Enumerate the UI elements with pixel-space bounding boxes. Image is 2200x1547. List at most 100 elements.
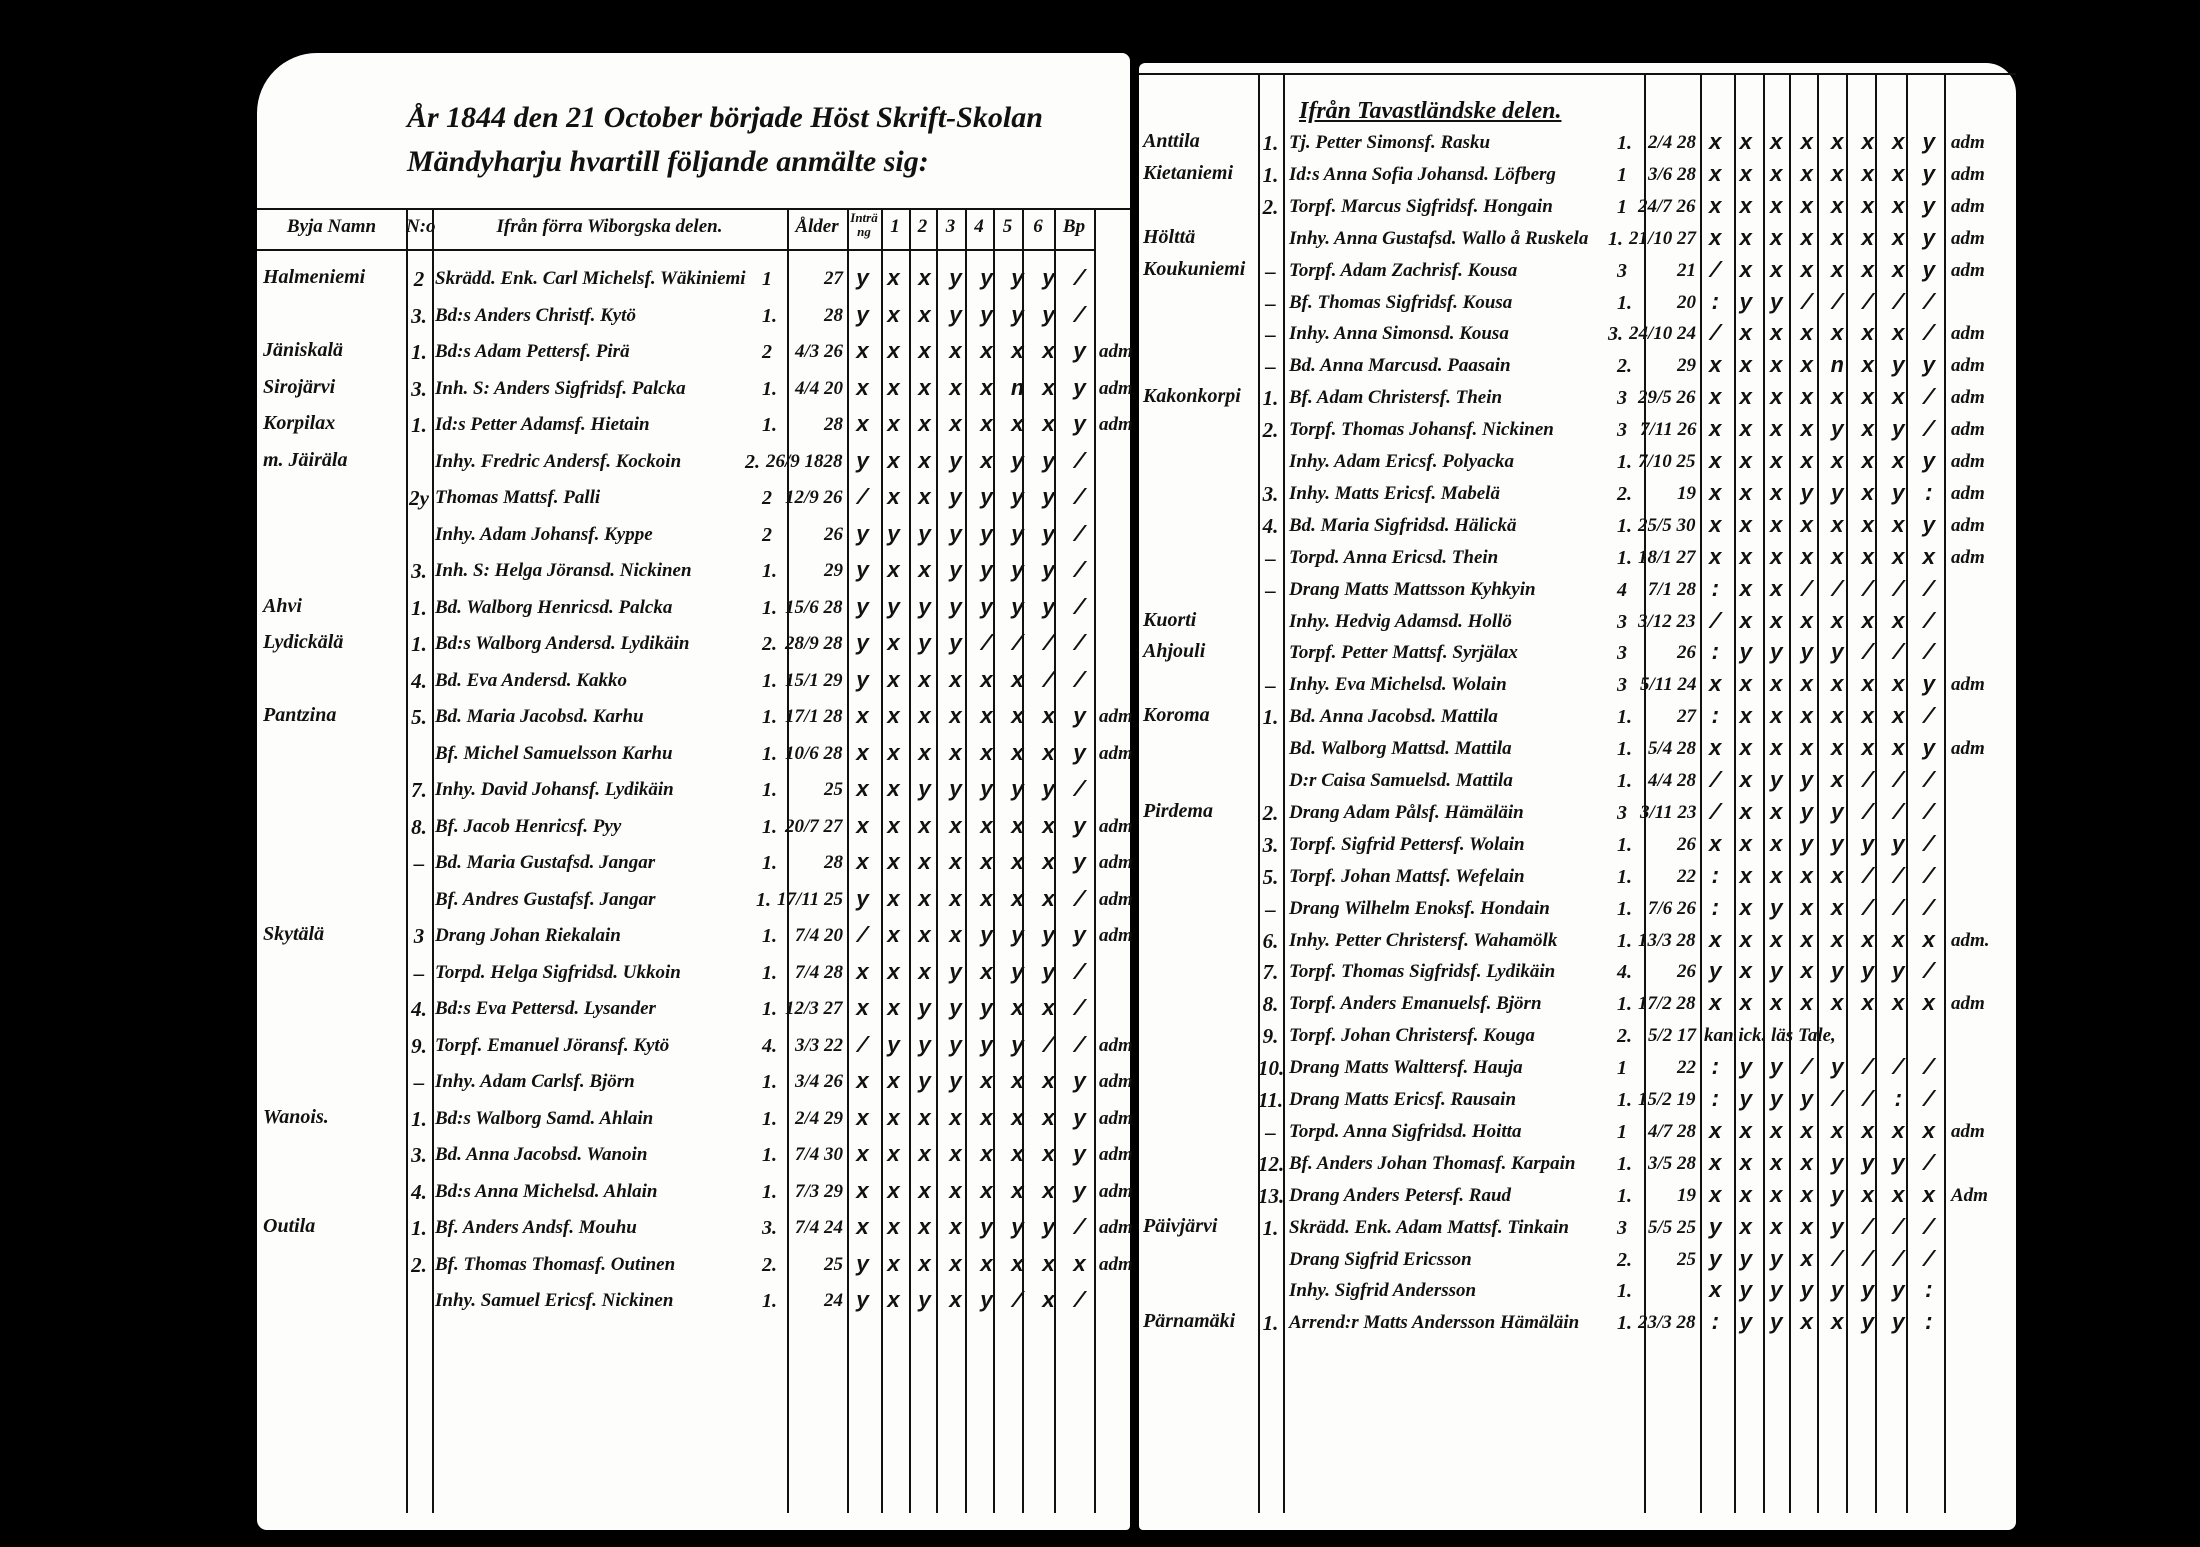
age-value: 2/4 29	[795, 1108, 844, 1129]
entry-number: 1.	[1262, 131, 1279, 155]
remark: adm	[1099, 1071, 1133, 1092]
remark: adm	[1099, 378, 1133, 399]
remark: adm	[1951, 451, 1985, 472]
column-rule	[1846, 73, 1848, 1513]
grade-marks: xxxxxxxy	[1708, 673, 1953, 698]
remark: adm	[1951, 164, 1985, 185]
person-name: Bd. Maria Gustafsd. Jangar	[435, 852, 656, 873]
grade-marks: xxxxxxxy	[855, 815, 1104, 840]
grade-marks: xxxxxxxy	[855, 413, 1104, 438]
count-value: 1.	[1617, 547, 1632, 569]
person-name: Torpf. Adam Zachrisf. Kousa	[1289, 260, 1518, 281]
grade-marks: /xxxxxx/	[1708, 610, 1953, 635]
person-name: Bd:s Anders Christf. Kytö	[435, 305, 636, 326]
grade-marks: xxxxnxyy	[1708, 354, 1953, 379]
age-value: 3/4 26	[795, 1071, 844, 1092]
person-name: Bd:s Eva Pettersd. Lysander	[435, 998, 656, 1019]
grade-marks: xxxxxxxy	[855, 1143, 1104, 1168]
grade-marks: yxxyxyy/	[855, 450, 1104, 475]
table-row: 8. Bf. Jacob Henricsf. Pyy 1. 20/7 27 xxxxxx…	[257, 815, 1133, 843]
grade-marks: xxxxxxxx	[1708, 1120, 1953, 1145]
grade-marks: yyyyyyy/	[855, 523, 1104, 548]
count-value: 1.	[762, 1290, 777, 1312]
count-value: 1.	[762, 962, 777, 984]
entry-number: 13.	[1258, 1184, 1285, 1208]
entry-number: –	[1265, 897, 1276, 921]
table-row: 5. Torpf. Johan Mattsf. Wefelain 1. 22:xxxx…	[1139, 867, 2016, 893]
village-name: Pantzina	[263, 704, 337, 726]
person-name: Bd:s Adam Pettersf. Pirä	[435, 341, 630, 362]
remark: adm	[1951, 547, 1985, 568]
table-row: Kuorti Inhy. Hedvig Adamsd. Hollö 3 3/12 23…	[1139, 610, 2016, 638]
entry-number: 4.	[1262, 514, 1279, 538]
count-value: 2	[762, 524, 772, 546]
grade-marks: xxxxxnxy	[855, 377, 1104, 402]
age-value: 7/4 28	[795, 962, 844, 983]
count-value: 1.	[1617, 1185, 1632, 1207]
grade-marks: :xxxxxx/	[1708, 705, 1953, 730]
age-value: 17/1 28	[785, 706, 843, 727]
village-name: Anttila	[1143, 130, 1200, 152]
grade-marks: :xx/////	[1708, 578, 1953, 603]
column-rule	[1644, 73, 1646, 1513]
age-value: 23/3 28	[1638, 1312, 1696, 1333]
remark: adm	[1099, 1144, 1133, 1165]
age-value: 7/6 26	[1648, 898, 1697, 919]
grade-marks: yxxxxxx/	[855, 888, 1104, 913]
person-name: Inhy. Samuel Ericsf. Nickinen	[435, 1290, 674, 1311]
age-value: 20	[1677, 292, 1696, 313]
table-row: Bd. Walborg Mattsd. Mattila 1. 5/4 28 xxxxx…	[1139, 739, 2016, 765]
table-row: Hölttä Inhy. Anna Gustafsd. Wallo å Ruske…	[1139, 227, 2016, 255]
table-row: 2y Thomas Mattsf. Palli 2 12/9 26/xxyyyy/	[257, 488, 1130, 514]
table-row: Ahvi 1. Bd. Walborg Henricsd. Palcka 1. 15/6…	[257, 596, 1130, 624]
table-row: Skytälä 3 Drang Johan Riekalain 1. 7/4 20/xx…	[257, 924, 1133, 952]
age-value: 15/6 28	[785, 597, 843, 618]
person-name: Skrädd. Enk. Adam Mattsf. Tinkain	[1289, 1217, 1569, 1238]
remark: adm	[1099, 743, 1133, 764]
entry-number: 3.	[411, 377, 427, 401]
entry-number: 11.	[1258, 1088, 1284, 1112]
age-value: 21/10 27	[1629, 228, 1697, 249]
column-rule	[1054, 208, 1056, 1513]
count-value: 2.	[1617, 483, 1632, 505]
count-value: 2	[762, 341, 772, 363]
person-name: Bf. Thomas Sigfridsf. Kousa	[1289, 292, 1513, 313]
person-name: Inhy. Fredric Andersf. Kockoin	[435, 451, 682, 472]
table-row: Sirojärvi 3. Inh. S: Anders Sigfridsf. Pal…	[257, 377, 1133, 405]
table-row: 4. Bd:s Anna Michelsd. Ahlain 1. 7/3 29 xxxx…	[257, 1182, 1133, 1208]
person-name: Bd. Walborg Henricsd. Palcka	[435, 597, 673, 618]
count-value: 1.	[762, 706, 777, 728]
age-value: 15/2 19	[1638, 1089, 1696, 1110]
column-rule	[1875, 73, 1877, 1513]
column-rule	[1022, 208, 1024, 1513]
grade-marks: :xxxx///	[1708, 865, 1953, 890]
grade-marks: xxxxyxxx	[1708, 1184, 1953, 1209]
grade-marks: xxyyyxx/	[855, 997, 1104, 1022]
header-top-rule	[257, 208, 1130, 210]
count-value: 4	[1617, 579, 1627, 601]
column-rule	[1906, 73, 1908, 1513]
table-row: 4. Bd:s Eva Pettersd. Lysander 1. 12/3 27 xx…	[257, 999, 1130, 1025]
remark: adm	[1099, 706, 1133, 727]
count-value: 1.	[1617, 1153, 1632, 1175]
entry-number: –	[1265, 578, 1276, 602]
entry-number: 6.	[1262, 929, 1279, 953]
table-row: Inhy. Sigfrid Andersson 1. xyyyyyy:	[1139, 1281, 2016, 1307]
entry-number: 1.	[411, 413, 427, 437]
grade-marks: xxxxxxxy	[1708, 514, 1953, 539]
remark: adm	[1951, 260, 1985, 281]
person-name: Inh. S: Anders Sigfridsf. Palcka	[435, 378, 686, 399]
age-value: 7/4 30	[795, 1144, 844, 1165]
grade-marks: /xxyyyy/	[855, 486, 1104, 511]
entry-number: –	[1265, 259, 1276, 283]
age-value: 24/10 24	[1629, 323, 1697, 344]
column-header: 5	[1002, 216, 1013, 237]
table-row: 3. Bd. Anna Jacobsd. Wanoin 1. 7/4 30 xxxxxx…	[257, 1143, 1133, 1171]
village-name: Halmeniemi	[263, 266, 366, 288]
title-line-2: Mändyharju hvartill följande anmälte sig…	[407, 145, 929, 178]
entry-number: –	[1265, 322, 1276, 346]
person-name: Drang Sigfrid Ericsson	[1289, 1249, 1472, 1270]
person-name: Torpf. Marcus Sigfridsf. Hongain	[1289, 196, 1553, 217]
count-value: 1	[1617, 1121, 1627, 1143]
grade-marks: yxyxyyy/	[1708, 960, 1953, 985]
